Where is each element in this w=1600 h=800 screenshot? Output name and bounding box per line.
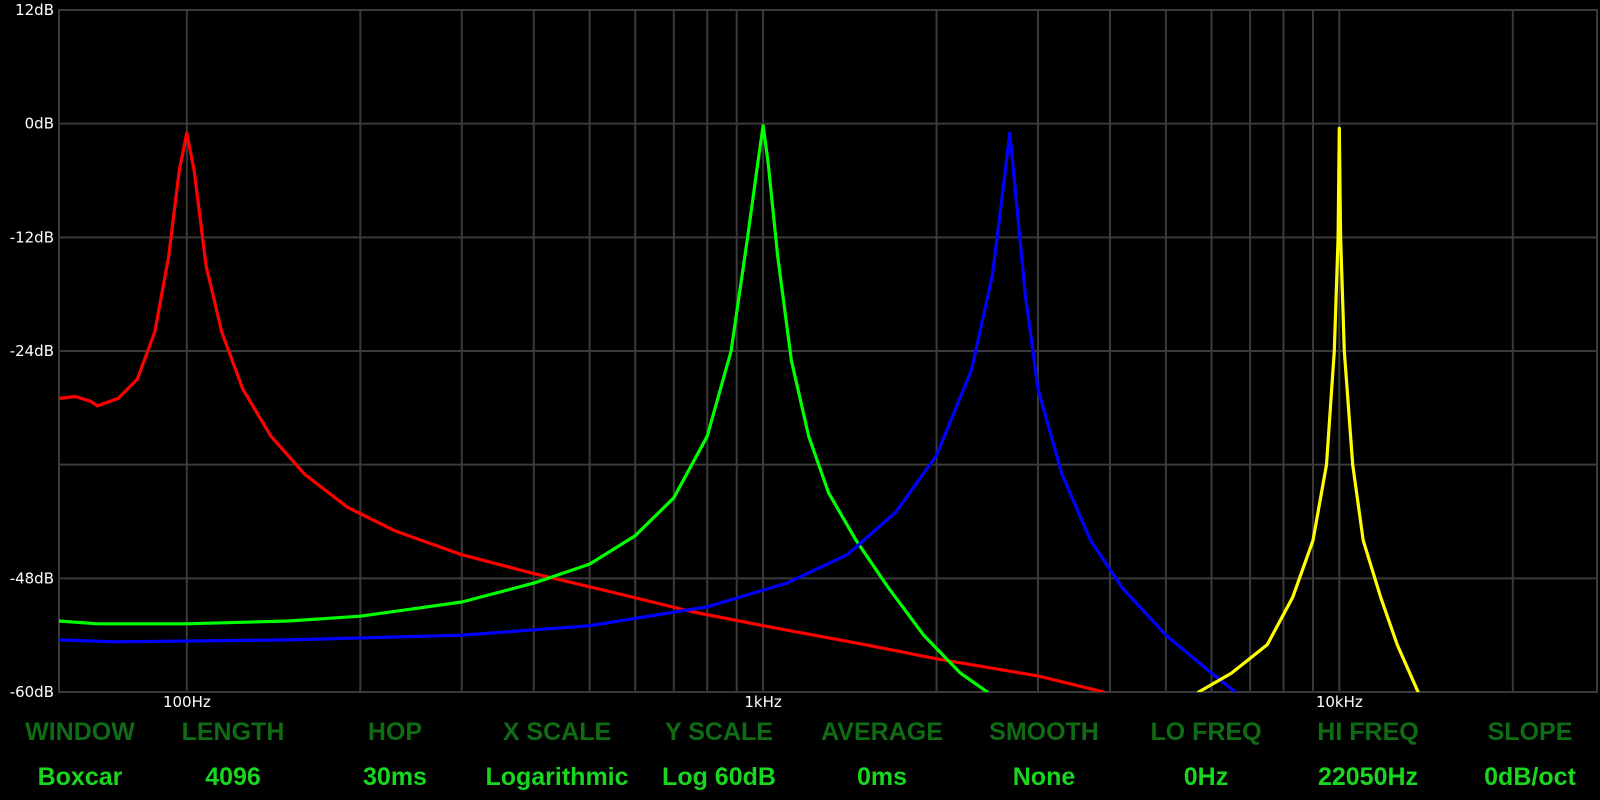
setting-lo-freq[interactable]: LO FREQ 0Hz — [1126, 718, 1286, 791]
setting-length[interactable]: LENGTH 4096 — [153, 718, 313, 791]
y-tick-label: -48dB — [10, 569, 54, 587]
setting-x-scale[interactable]: X SCALE Logarithmic — [477, 718, 637, 791]
setting-slope[interactable]: SLOPE 0dB/oct — [1450, 718, 1600, 791]
setting-label: SLOPE — [1487, 718, 1573, 746]
spectrum-trace — [59, 124, 989, 692]
x-tick-label: 1kHz — [744, 693, 782, 711]
y-tick-label: -24dB — [10, 342, 54, 360]
setting-label: LO FREQ — [1150, 718, 1262, 746]
setting-y-scale[interactable]: Y SCALE Log 60dB — [639, 718, 799, 791]
setting-value: Log 60dB — [662, 763, 776, 791]
setting-label: SMOOTH — [989, 718, 1099, 746]
setting-hi-freq[interactable]: HI FREQ 22050Hz — [1288, 718, 1448, 791]
setting-value: 0ms — [856, 763, 908, 791]
setting-value: Boxcar — [37, 763, 123, 791]
setting-value: 30ms — [363, 763, 427, 791]
y-tick-label: -60dB — [10, 683, 54, 701]
setting-value: 0dB/oct — [1484, 763, 1576, 791]
setting-label: AVERAGE — [821, 718, 943, 746]
setting-hop[interactable]: HOP 30ms — [315, 718, 475, 791]
setting-value: 22050Hz — [1317, 763, 1419, 791]
y-tick-label: 0dB — [25, 115, 54, 133]
setting-value: 0Hz — [1183, 763, 1229, 791]
spectrum-trace — [59, 131, 1106, 692]
spectrum-trace — [1197, 126, 1420, 692]
setting-value: 4096 — [205, 763, 261, 791]
setting-value: Logarithmic — [485, 763, 629, 791]
setting-label: Y SCALE — [665, 718, 773, 746]
y-tick-label: 12dB — [15, 1, 54, 19]
y-tick-label: -12dB — [10, 228, 54, 246]
x-tick-label: 100Hz — [163, 693, 211, 711]
plot-border — [58, 9, 1598, 693]
setting-value: None — [1012, 763, 1076, 791]
setting-window[interactable]: WINDOW Boxcar — [0, 718, 160, 791]
spectrum-trace — [59, 131, 1237, 692]
setting-label: LENGTH — [181, 718, 285, 746]
setting-average[interactable]: AVERAGE 0ms — [802, 718, 962, 791]
x-tick-label: 10kHz — [1316, 693, 1363, 711]
setting-label: X SCALE — [502, 718, 612, 746]
setting-label: WINDOW — [25, 718, 135, 746]
setting-smooth[interactable]: SMOOTH None — [964, 718, 1124, 791]
setting-label: HI FREQ — [1317, 718, 1419, 746]
settings-bar: WINDOW Boxcar LENGTH 4096 HOP 30ms X SCA… — [0, 718, 1600, 800]
setting-label: HOP — [367, 718, 423, 746]
spectrum-chart: 12dB 0dB -12dB -24dB -48dB -60dB 100Hz 1kHz 10kH… — [10, 1, 1598, 711]
